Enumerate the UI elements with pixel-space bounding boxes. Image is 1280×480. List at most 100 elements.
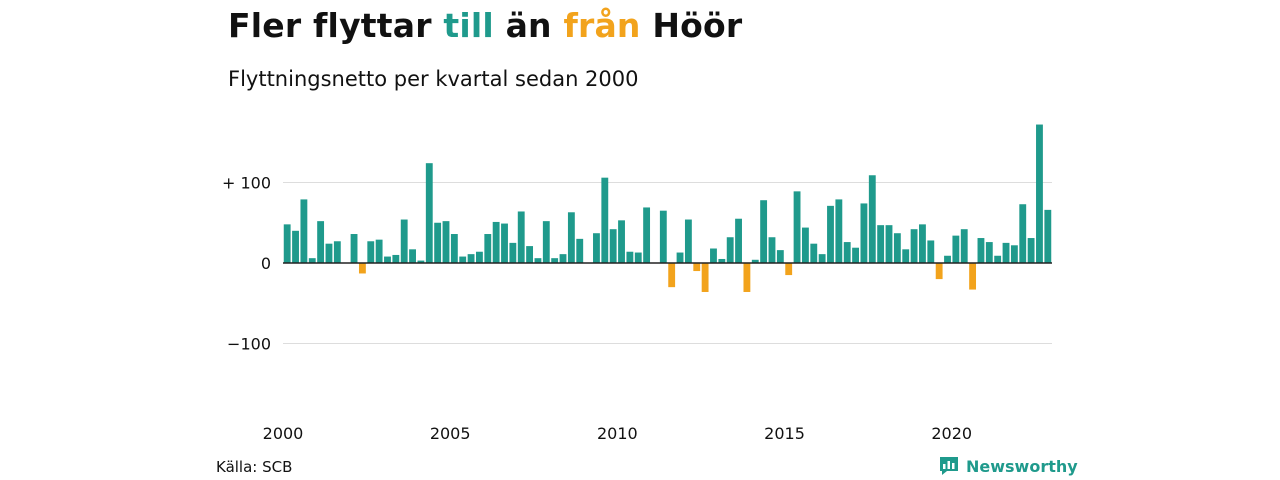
bar bbox=[927, 240, 935, 263]
bar bbox=[350, 234, 358, 263]
bar bbox=[317, 221, 325, 263]
bar bbox=[417, 260, 425, 263]
bar bbox=[684, 219, 692, 263]
title-part-1: Fler flyttar bbox=[228, 6, 444, 45]
bar bbox=[1027, 238, 1035, 263]
bar bbox=[325, 243, 333, 263]
x-tick-label: 2005 bbox=[430, 424, 471, 443]
bar bbox=[693, 263, 701, 272]
bar-chart: + 100 0 −100 2000 2005 2010 2015 2020 bbox=[222, 124, 1052, 443]
bar bbox=[985, 242, 993, 263]
bar bbox=[509, 242, 517, 263]
bar bbox=[542, 221, 550, 263]
bar bbox=[768, 237, 776, 263]
bar bbox=[860, 203, 868, 263]
bar bbox=[818, 254, 826, 263]
bar bbox=[492, 221, 500, 263]
bar bbox=[367, 241, 375, 263]
bar bbox=[459, 256, 467, 263]
bar bbox=[609, 229, 617, 263]
brand-logo[interactable]: Newsworthy bbox=[938, 455, 1078, 477]
bar bbox=[935, 263, 943, 280]
bar bbox=[726, 237, 734, 263]
bar bbox=[910, 229, 918, 263]
bar bbox=[484, 234, 492, 263]
bar bbox=[634, 252, 642, 263]
bar bbox=[743, 263, 751, 292]
x-tick-label: 2010 bbox=[597, 424, 638, 443]
bar bbox=[476, 251, 483, 263]
bar bbox=[868, 175, 876, 263]
bar bbox=[902, 249, 910, 263]
bar bbox=[567, 212, 575, 263]
bar bbox=[944, 255, 951, 263]
chart-title: Fler flyttar till än från Höör bbox=[228, 6, 742, 45]
x-tick-label: 2020 bbox=[931, 424, 972, 443]
bar bbox=[551, 258, 559, 263]
bar bbox=[358, 263, 366, 274]
bar bbox=[283, 224, 291, 263]
bar bbox=[576, 238, 584, 263]
title-part-2: än bbox=[493, 6, 564, 45]
y-tick-label: −100 bbox=[227, 335, 271, 354]
bar bbox=[877, 225, 885, 263]
title-accent-in: till bbox=[443, 6, 494, 45]
bar bbox=[501, 223, 508, 263]
bar bbox=[710, 248, 717, 263]
bar bbox=[601, 177, 609, 263]
bar bbox=[517, 211, 525, 263]
bar bbox=[718, 258, 726, 263]
bar bbox=[852, 247, 859, 263]
newsworthy-icon bbox=[940, 457, 958, 475]
bar bbox=[392, 254, 400, 263]
bar bbox=[960, 229, 968, 263]
bar bbox=[885, 225, 893, 263]
bar bbox=[785, 263, 793, 276]
title-accent-out: från bbox=[563, 6, 641, 45]
bar bbox=[526, 246, 534, 263]
bar bbox=[308, 258, 316, 263]
y-tick-label: + 100 bbox=[222, 174, 271, 193]
bar bbox=[952, 235, 960, 263]
bar bbox=[801, 227, 809, 263]
bar bbox=[668, 263, 676, 288]
title-part-3: Höör bbox=[640, 6, 743, 45]
bar bbox=[467, 254, 475, 263]
bar bbox=[333, 241, 341, 263]
bar bbox=[442, 221, 450, 263]
chart-subtitle: Flyttningsnetto per kvartal sedan 2000 bbox=[228, 67, 639, 91]
bar bbox=[425, 163, 433, 263]
bar bbox=[760, 200, 768, 263]
bar bbox=[375, 239, 383, 263]
bar bbox=[292, 230, 299, 263]
brand-name: Newsworthy bbox=[966, 456, 1078, 476]
y-tick-label: 0 bbox=[261, 254, 271, 273]
x-tick-label: 2000 bbox=[263, 424, 304, 443]
bar bbox=[400, 219, 408, 263]
bar bbox=[1010, 245, 1018, 263]
bar bbox=[659, 210, 667, 263]
bar bbox=[1002, 242, 1010, 263]
bar bbox=[409, 249, 416, 263]
bar bbox=[300, 199, 308, 263]
bar bbox=[618, 220, 625, 263]
source-note: Källa: SCB bbox=[216, 458, 293, 476]
bar bbox=[593, 233, 600, 263]
bar bbox=[1019, 204, 1027, 263]
bar bbox=[919, 224, 926, 263]
bar bbox=[969, 263, 977, 290]
bar bbox=[735, 218, 742, 263]
bar bbox=[977, 238, 985, 263]
bar bbox=[676, 252, 684, 263]
bar bbox=[701, 263, 709, 292]
bar bbox=[776, 250, 784, 263]
bar bbox=[643, 207, 651, 263]
bar bbox=[534, 258, 542, 263]
bar bbox=[827, 205, 834, 263]
bar bbox=[434, 222, 442, 263]
bar bbox=[843, 242, 851, 263]
bar bbox=[994, 255, 1002, 263]
bar bbox=[384, 256, 391, 263]
bar bbox=[893, 233, 901, 263]
bar bbox=[793, 191, 801, 263]
